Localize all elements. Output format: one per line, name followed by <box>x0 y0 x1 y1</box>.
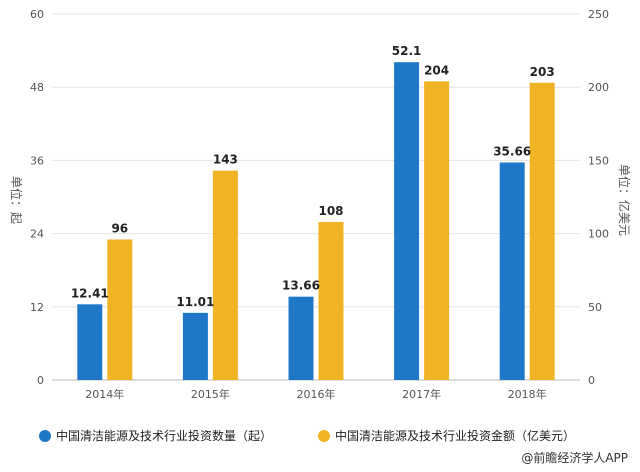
data-label-amount: 96 <box>111 221 128 235</box>
bar-count <box>288 296 314 380</box>
source-label: @前瞻经济学人APP <box>521 450 628 465</box>
y-right-tick-label: 50 <box>588 301 602 314</box>
y-left-tick-label: 12 <box>30 301 44 314</box>
x-axis-ticks: 2014年 2015年 2016年 2017年 2018年 <box>85 387 546 401</box>
x-tick-label: 2014年 <box>85 387 124 401</box>
bar-amount <box>529 82 555 381</box>
bar-amount <box>107 239 133 380</box>
data-label-amount: 204 <box>424 63 449 77</box>
x-tick-label: 2016年 <box>297 387 336 401</box>
data-label-count: 12.41 <box>71 286 109 300</box>
y-right-tick-label: 0 <box>588 374 595 387</box>
data-label-count: 13.66 <box>282 279 320 293</box>
bar-count <box>394 62 420 380</box>
data-label-amount: 108 <box>318 204 343 218</box>
x-tick-label: 2018年 <box>508 387 547 401</box>
y-right-tick-label: 100 <box>588 228 609 241</box>
y-right-tick-label: 250 <box>588 8 609 21</box>
left-axis-ticks: 0 12 24 36 48 60 <box>30 8 44 387</box>
data-label-amount: 143 <box>213 153 238 167</box>
legend-label-amount: 中国清洁能源及技术行业投资金额（亿美元） <box>335 428 575 443</box>
bar-amount <box>424 81 450 381</box>
data-label-count: 52.1 <box>392 44 422 58</box>
bar-amount <box>318 221 344 380</box>
y-left-axis-label: 单位：起 <box>9 176 24 224</box>
data-label-amount: 203 <box>530 65 555 79</box>
legend-marker-amount <box>318 430 330 442</box>
data-label-count: 11.01 <box>176 295 214 309</box>
y-right-tick-label: 150 <box>588 154 609 167</box>
legend-marker-count <box>39 430 51 442</box>
bars <box>77 62 555 381</box>
bar-count <box>182 312 208 380</box>
y-left-tick-label: 0 <box>37 374 44 387</box>
legend: 中国清洁能源及技术行业投资数量（起） 中国清洁能源及技术行业投资金额（亿美元） <box>39 428 575 443</box>
y-left-tick-label: 48 <box>30 81 44 94</box>
y-left-tick-label: 60 <box>30 8 44 21</box>
x-tick-label: 2015年 <box>191 387 230 401</box>
data-label-count: 35.66 <box>493 144 531 158</box>
y-right-axis-label: 单位：亿美元 <box>617 164 632 236</box>
bar-amount <box>212 170 238 380</box>
y-left-tick-label: 24 <box>30 228 44 241</box>
bar-count <box>77 304 103 380</box>
right-axis-ticks: 0 50 100 150 200 250 <box>588 8 609 387</box>
legend-label-count: 中国清洁能源及技术行业投资数量（起） <box>56 428 272 443</box>
bar-count <box>499 162 525 380</box>
y-left-tick-label: 36 <box>30 154 44 167</box>
y-right-tick-label: 200 <box>588 81 609 94</box>
x-tick-label: 2017年 <box>402 387 441 401</box>
grid-lines <box>52 13 580 381</box>
